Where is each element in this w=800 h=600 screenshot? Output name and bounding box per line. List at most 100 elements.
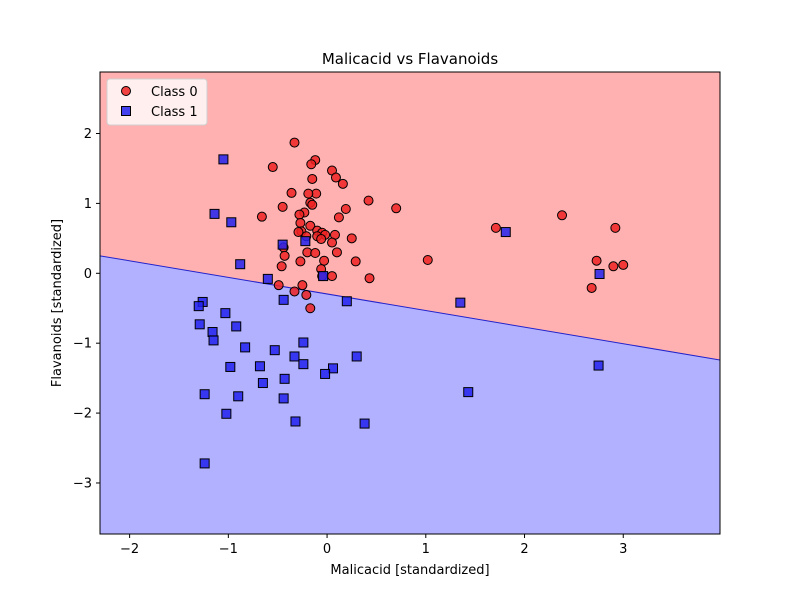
region-class-1 <box>100 255 720 534</box>
x-tick-label: −2 <box>120 542 139 557</box>
legend-marker-class-0 <box>121 86 131 96</box>
data-point-class-0 <box>610 222 621 233</box>
data-point-class-0 <box>305 220 316 231</box>
legend: Class 0 Class 1 <box>106 78 208 126</box>
x-tick-label: 3 <box>619 542 627 557</box>
data-point-class-0 <box>303 188 314 199</box>
data-point-class-0 <box>316 234 327 245</box>
y-tick-label: −3 <box>73 476 92 491</box>
y-tick-label: 2 <box>84 127 92 142</box>
data-point-class-0 <box>364 273 375 284</box>
data-point-class-1 <box>351 351 362 362</box>
data-point-class-1 <box>194 319 205 330</box>
legend-box <box>106 78 208 126</box>
data-point-class-0 <box>490 222 501 233</box>
x-axis-label: Malicacid [standardized] <box>330 563 489 578</box>
data-point-class-1 <box>500 227 511 238</box>
y-tick-label: −2 <box>73 407 92 422</box>
data-point-class-1 <box>199 389 210 400</box>
data-point-class-1 <box>320 368 331 379</box>
data-point-class-0 <box>295 217 306 228</box>
data-point-class-1 <box>240 342 251 353</box>
data-point-class-1 <box>233 391 244 402</box>
data-point-class-1 <box>257 378 268 389</box>
data-point-class-0 <box>305 303 316 314</box>
y-tick-label: 0 <box>84 267 92 282</box>
y-tick-label: −1 <box>73 337 92 352</box>
x-axis-ticks: −2 −1 0 1 2 3 <box>120 534 627 557</box>
data-point-class-1 <box>277 239 288 250</box>
data-points <box>193 137 629 469</box>
data-point-class-0 <box>297 280 308 291</box>
data-point-class-1 <box>208 335 219 346</box>
data-point-class-0 <box>557 210 568 221</box>
data-point-class-1 <box>298 337 309 348</box>
data-point-class-1 <box>269 345 280 356</box>
x-tick-label: 2 <box>520 542 528 557</box>
data-point-class-1 <box>262 273 273 284</box>
data-point-class-0 <box>289 137 300 148</box>
data-point-class-1 <box>199 458 210 469</box>
data-point-class-0 <box>276 261 287 272</box>
data-point-class-0 <box>279 250 290 261</box>
data-point-class-1 <box>209 208 220 219</box>
data-point-class-0 <box>319 255 330 266</box>
y-tick-label: 1 <box>84 197 92 212</box>
data-point-class-1 <box>225 361 236 372</box>
legend-marker-class-1 <box>121 106 131 116</box>
data-point-class-1 <box>298 359 309 370</box>
legend-label-class-1: Class 1 <box>151 105 198 120</box>
decision-boundary-line <box>100 255 720 361</box>
data-point-class-1 <box>359 418 370 429</box>
data-point-class-0 <box>363 195 374 206</box>
legend-label-class-0: Class 0 <box>151 85 198 100</box>
data-point-class-1 <box>207 327 218 338</box>
data-point-class-0 <box>586 282 597 293</box>
data-point-class-0 <box>295 256 306 267</box>
data-point-class-0 <box>307 173 318 184</box>
chart-title: Malicacid vs Flavanoids <box>322 50 499 68</box>
y-axis-label: Flavanoids [standardized] <box>50 219 65 387</box>
y-axis-ticks: −3 −2 −1 0 1 2 <box>73 127 100 491</box>
data-point-class-1 <box>220 308 231 319</box>
data-point-class-1 <box>455 297 466 308</box>
x-tick-label: 0 <box>323 542 331 557</box>
data-point-class-0 <box>591 255 602 266</box>
data-point-class-1 <box>279 373 290 384</box>
data-point-class-0 <box>307 199 318 210</box>
data-point-class-0 <box>330 172 341 183</box>
data-point-class-0 <box>289 286 300 297</box>
decision-regions <box>100 72 720 534</box>
data-point-class-0 <box>306 159 317 170</box>
data-point-class-0 <box>327 271 338 282</box>
data-point-class-0 <box>337 178 348 189</box>
data-point-class-0 <box>286 187 297 198</box>
data-point-class-1 <box>235 259 246 270</box>
data-point-class-1 <box>254 361 265 372</box>
data-point-class-0 <box>331 247 342 258</box>
data-point-class-1 <box>463 387 474 398</box>
data-point-class-1 <box>300 236 311 247</box>
data-point-class-0 <box>277 201 288 212</box>
data-point-class-1 <box>193 301 204 312</box>
data-point-class-0 <box>608 261 619 272</box>
data-point-class-1 <box>289 351 300 362</box>
data-point-class-1 <box>231 321 242 332</box>
data-point-class-1 <box>290 416 301 427</box>
data-point-class-0 <box>327 237 338 248</box>
data-point-class-1 <box>327 363 338 374</box>
data-point-class-0 <box>310 248 321 259</box>
data-point-class-0 <box>267 162 278 173</box>
data-point-class-0 <box>350 256 361 267</box>
data-point-class-1 <box>594 268 605 279</box>
data-point-class-1 <box>278 393 289 404</box>
data-point-class-0 <box>618 259 629 270</box>
data-point-class-1 <box>278 294 289 305</box>
data-point-class-1 <box>593 360 604 371</box>
data-point-class-1 <box>341 296 352 307</box>
x-tick-label: −1 <box>219 542 238 557</box>
data-point-class-0 <box>391 203 402 214</box>
data-point-class-0 <box>346 233 357 244</box>
data-point-class-0 <box>294 209 305 220</box>
